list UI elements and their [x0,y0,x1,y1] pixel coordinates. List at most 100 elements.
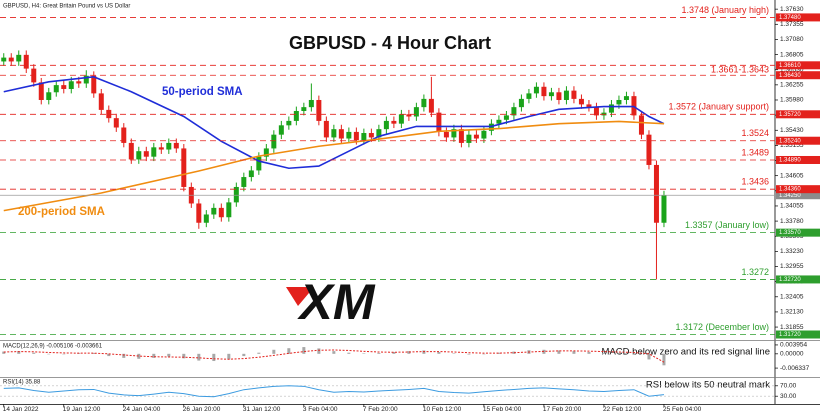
level-label: 1.3272 [741,267,769,277]
candle-body [173,142,179,149]
macd-bar [137,353,141,359]
level-label: 1.3572 (January support) [668,102,769,112]
x-tick-label: 31 Jan 12:00 [243,406,281,413]
y-tick-label: 1.32130 [780,309,804,316]
macd-bar [407,351,411,354]
candle-body [293,110,299,121]
candle-body [23,54,29,69]
macd-bar [272,349,276,354]
level-tag [776,228,820,237]
candle-body [608,104,614,113]
macd-bar [92,352,96,354]
candle-body [616,99,622,105]
candle-body [353,131,359,141]
candle-body [143,151,149,157]
candle-body [106,109,112,119]
x-tick-label: 22 Feb 12:00 [603,406,642,413]
level-tag [776,155,820,164]
level-label: 1.3436 [741,177,769,187]
candle-body [38,82,44,100]
candle-body [428,98,434,113]
candle-body [631,96,637,116]
candle-body [518,98,524,108]
candle-body [496,119,502,124]
candle-body [638,115,644,135]
y-tick-label: 0.003954 [780,342,807,349]
rsi-label: RSI(14) 35.88 [3,380,41,386]
level-tag-label: 1.35240 [779,138,801,144]
y-tick-label: 1.37080 [780,36,804,43]
candle-body [211,207,217,215]
x-tick-label: 15 Feb 04:00 [483,406,522,413]
candle-body [466,134,472,143]
candle-body [338,129,344,139]
level-tag-label: 1.35720 [779,112,801,118]
x-tick-label: 26 Jan 20:00 [183,406,221,413]
sma-label: 50-period SMA [162,86,243,98]
chart-info: GBPUSD, H4: Great Britain Pound vs US Do… [3,4,130,10]
macd-bar [182,353,186,359]
macd-bar [2,351,6,354]
candle-body [113,118,119,128]
macd-bar [47,353,51,355]
macd-bar [212,353,216,362]
level-label: 1.3357 (January low) [685,220,769,230]
candle-body [593,107,599,116]
candle-body [623,96,629,100]
candle-body [271,134,277,149]
candle-body [413,107,419,117]
x-tick-label: 10 Feb 12:00 [423,406,462,413]
macd-bar [572,351,576,354]
candle-body [76,81,82,84]
candle-body [368,133,374,138]
candle-body [151,147,157,157]
macd-bar [107,353,111,357]
level-tag-label: 1.34890 [779,158,801,164]
level-tag [776,61,820,70]
rsi-note: RSI below its 50 neutral mark [646,380,770,391]
y-tick-label: 1.36255 [780,82,804,89]
candle-body [541,86,547,97]
candle-body [361,133,367,141]
macd-bar [482,353,486,355]
candle-body [421,98,427,108]
candle-body [451,129,457,138]
macd-bar [437,352,441,354]
candle-body [83,75,89,84]
macd-bar [257,352,261,354]
macd-note: MACD below zero and its red signal line [602,347,770,358]
y-tick-label: 1.37355 [780,21,804,28]
macd-bar [587,352,591,354]
macd-bar [377,352,381,354]
level-tag-label: 1.37480 [779,15,801,21]
y-tick-label: 1.35155 [780,142,804,149]
macd-bar [662,353,666,366]
y-tick-label: 1.34605 [780,172,804,179]
x-tick-label: 19 Jan 12:00 [63,406,101,413]
level-label: 1.3748 (January high) [681,5,769,15]
level-tag-label: 1.31720 [779,332,801,338]
candle-body [586,104,592,108]
y-tick-label: 1.33780 [780,218,804,225]
candle-body [301,107,307,111]
level-tag-label: 1.36430 [779,73,801,79]
candle-body [166,142,172,150]
y-tick-label: 1.36805 [780,51,804,58]
level-tag [776,330,820,339]
x-tick-label: 14 Jan 2022 [3,406,39,413]
level-label: 1.3489 [741,147,769,157]
level-label: 1.3524 [741,128,769,138]
candle-body [346,131,352,139]
candle-body [203,214,209,223]
candle-body [653,164,659,223]
candle-body [46,92,52,100]
x-tick-label: 17 Feb 20:00 [543,406,582,413]
candle-body [383,120,389,130]
candle-body [646,134,652,165]
macd-bar [632,353,636,354]
level-tag-label: 1.36610 [779,63,801,69]
candle-body [481,130,487,139]
candle-body [121,127,127,143]
candle-body [556,92,562,100]
